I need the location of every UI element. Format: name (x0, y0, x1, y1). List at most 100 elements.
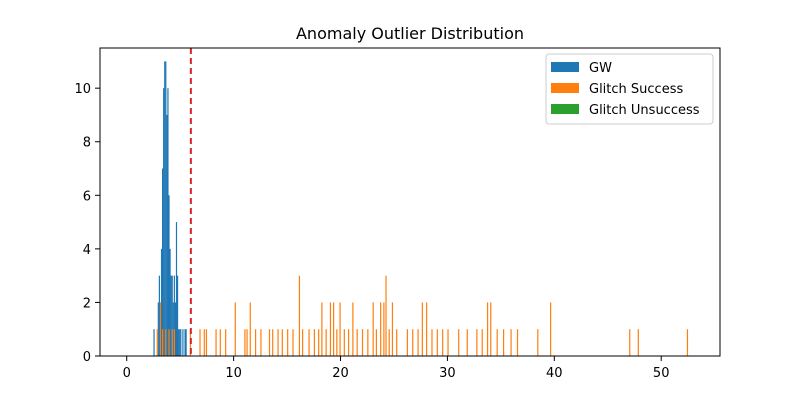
bars-layer (153, 61, 689, 357)
legend-swatch (551, 104, 579, 114)
glitch-success-bar (339, 302, 341, 356)
y-tick-label: 2 (83, 296, 91, 311)
y-tick-label: 6 (83, 189, 91, 204)
glitch-success-bar (352, 302, 354, 356)
glitch-success-bar (637, 329, 639, 356)
x-tick-label: 30 (439, 366, 456, 381)
glitch-success-bar (165, 329, 167, 356)
glitch-success-bar (244, 329, 246, 356)
glitch-success-bar (458, 329, 460, 356)
x-tick-label: 40 (546, 366, 563, 381)
glitch-success-bar (375, 329, 377, 356)
gw-bar (169, 248, 171, 356)
glitch-success-bar (219, 329, 221, 356)
glitch-success-bar (329, 302, 332, 356)
gw-bar (165, 61, 167, 356)
glitch-success-bar (481, 329, 483, 356)
glitch-success-bar (308, 329, 310, 356)
glitch-success-bar (431, 329, 433, 356)
gw-bar (167, 88, 169, 357)
glitch-success-bar (380, 302, 382, 356)
y-axis: 0 2 4 6 8 10 (74, 82, 100, 365)
glitch-success-bar (162, 329, 164, 356)
glitch-success-bar (156, 329, 158, 356)
gw-bar (175, 222, 178, 356)
glitch-success-bar (325, 329, 327, 356)
y-tick-label: 0 (83, 350, 91, 365)
glitch-success-bar (255, 329, 257, 356)
glitch-success-bar (361, 329, 364, 356)
glitch-success-bar (268, 329, 271, 356)
glitch-success-bar (171, 329, 173, 356)
glitch-success-bar (496, 329, 498, 356)
glitch-success-bar (476, 329, 478, 356)
glitch-success-bar (406, 329, 408, 356)
glitch-success-bar (199, 329, 201, 356)
glitch-success-bar (272, 329, 274, 356)
glitch-success-bar (292, 329, 294, 356)
legend-swatch (551, 83, 579, 93)
glitch-success-bar (466, 329, 468, 356)
glitch-success-bar (249, 302, 251, 356)
gw-bar (160, 248, 163, 356)
x-tick-label: 0 (123, 366, 131, 381)
gw-bar (173, 275, 175, 356)
glitch-success-bar (313, 329, 315, 356)
gw-bar (180, 329, 182, 356)
gw-bar (162, 168, 164, 356)
gw-bar (166, 114, 168, 357)
glitch-success-bar (356, 329, 358, 356)
legend-box (545, 53, 714, 125)
glitch-success-bar (421, 302, 423, 356)
y-tick-label: 4 (83, 243, 91, 258)
plot-area-frame (99, 47, 721, 357)
glitch-success-bar (281, 329, 283, 356)
glitch-success-bar (447, 329, 449, 356)
y-tick-label: 10 (74, 82, 91, 97)
glitch-success-bar (412, 329, 414, 356)
glitch-success-bar (168, 329, 170, 356)
gw-bar (157, 302, 159, 356)
glitch-success-bar (225, 329, 227, 356)
gw-bar (170, 275, 172, 356)
glitch-success-bar (173, 329, 175, 356)
glitch-success-bar (629, 329, 631, 356)
gw-bar (168, 195, 170, 356)
glitch-success-bar (321, 302, 323, 356)
legend-label: GW (589, 61, 612, 76)
glitch-success-bar (215, 329, 217, 356)
glitch-success-bar (388, 329, 390, 356)
glitch-success-bar (490, 302, 492, 356)
legend: GW Glitch Success Glitch Unsuccess (545, 53, 714, 125)
gw-bar (158, 275, 160, 356)
legend-label: Glitch Unsuccess (589, 103, 700, 118)
glitch-success-bar (516, 329, 519, 356)
glitch-success-bar (550, 302, 552, 356)
y-tick-label: 8 (83, 136, 91, 151)
glitch-success-bar (510, 329, 512, 356)
glitch-success-bar (159, 302, 162, 356)
glitch-success-bar (348, 329, 350, 356)
glitch-success-bar (391, 302, 394, 356)
glitch-success-bar (318, 329, 320, 356)
glitch-success-bar (205, 329, 208, 356)
glitch-success-bar (287, 329, 289, 356)
gw-bar (178, 329, 180, 356)
glitch-success-bar (343, 329, 345, 356)
glitch-success-bar (503, 329, 505, 356)
glitch-success-bar (302, 329, 304, 356)
glitch-success-bar (260, 329, 262, 356)
glitch-success-bar (333, 302, 335, 356)
glitch-success-bar (383, 302, 385, 356)
glitch-success-bar (246, 329, 248, 356)
gw-bar (163, 88, 165, 357)
glitch-success-bar (298, 275, 301, 356)
glitch-success-bar (537, 329, 539, 356)
x-tick-label: 10 (225, 366, 242, 381)
x-tick-label: 50 (653, 366, 670, 381)
x-tick-label: 20 (332, 366, 349, 381)
glitch-success-bar (442, 329, 444, 356)
gw-bar (184, 329, 186, 356)
gw-bar (171, 275, 173, 356)
